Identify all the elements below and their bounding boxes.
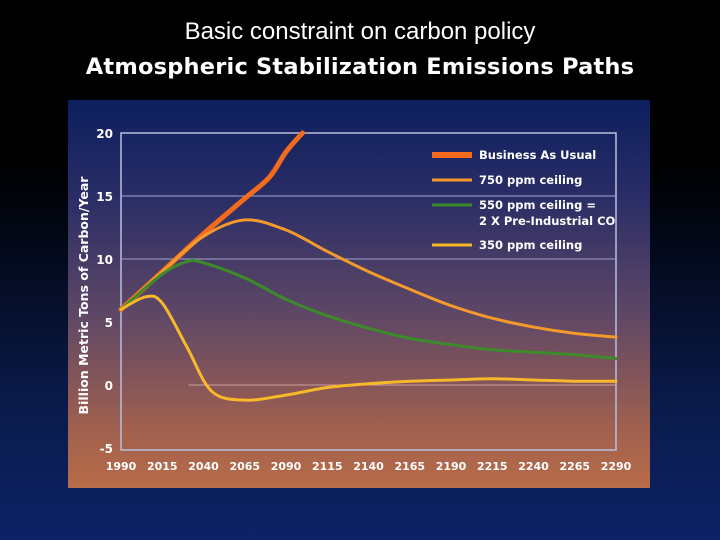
y-tick-label: 0 (105, 379, 113, 393)
x-tick-label: 2190 (436, 460, 467, 473)
x-tick-label: 2090 (271, 460, 302, 473)
legend-label: Business As Usual (479, 148, 596, 162)
x-tick-label: 2215 (477, 460, 508, 473)
plot-frame (120, 132, 617, 451)
series-line-1 (119, 218, 618, 339)
y-tick-label: 15 (96, 190, 113, 204)
x-tick-label: 2115 (312, 460, 343, 473)
chart-title: Atmospheric Stabilization Emissions Path… (85, 54, 635, 80)
y-tick-label: 10 (96, 253, 113, 267)
x-tick-label: 2040 (188, 460, 219, 473)
y-tick-label: 5 (105, 316, 113, 330)
chart-panel: 20 15 10 5 0 -5 1990 2015 2040 2065 2090 2115 2140 21… (68, 100, 650, 488)
series-line-3 (119, 294, 618, 402)
x-tick-label: 2140 (353, 460, 384, 473)
x-tick-label: 2165 (394, 460, 425, 473)
slide-title: Basic constraint on carbon policy (184, 18, 536, 45)
y-tick-label: -5 (100, 442, 113, 456)
series-line-2 (119, 258, 618, 361)
x-tick-label: 2015 (147, 460, 178, 473)
legend-label: 550 ppm ceiling = (479, 198, 596, 212)
legend-label: 750 ppm ceiling (479, 173, 582, 187)
x-tick-label: 1990 (106, 460, 137, 473)
legend-label-line2: 2 X Pre-Industrial CO (479, 214, 616, 228)
legend-label: 350 ppm ceiling (479, 238, 582, 252)
x-tick-label: 2290 (601, 460, 632, 473)
y-axis-label: Billion Metric Tons of Carbon/Year (76, 176, 91, 415)
x-tick-label: 2065 (229, 460, 260, 473)
x-tick-label: 2265 (559, 460, 590, 473)
x-tick-label: 2240 (518, 460, 549, 473)
y-tick-label: 20 (96, 127, 113, 141)
